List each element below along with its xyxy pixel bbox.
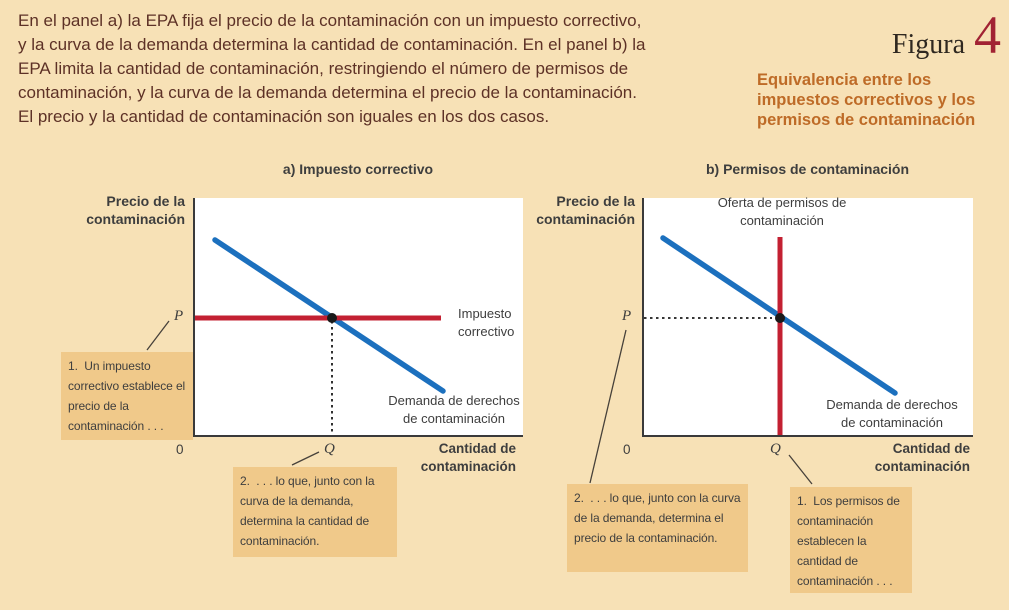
leader-line-b1 — [788, 454, 813, 485]
figure-label: Figura — [891, 29, 965, 60]
panel-a-x-axis-label: Cantidad de contaminación — [420, 441, 516, 474]
panel-a-price-tick: P — [174, 308, 184, 324]
figure-number-block: Figura 4 — [892, 4, 1001, 66]
caption-line: En el panel a) la EPA fija el precio de … — [18, 11, 642, 30]
leader-line-a2 — [291, 451, 320, 466]
panel-b-origin-tick: 0 — [623, 442, 631, 457]
panel-b-x-axis-label: Cantidad de contaminación — [874, 441, 970, 474]
caption-line: El precio y la cantidad de contaminación… — [18, 107, 550, 126]
caption-line: EPA limita la cantidad de contaminación,… — [18, 59, 629, 78]
panel-b-demand-label: Demanda de derechos de contaminación — [826, 397, 958, 430]
panel-b-y-axis-label: Precio de la contaminación — [536, 193, 635, 227]
panel-a-quantity-tick: Q — [324, 441, 335, 457]
panel-a-callout-1: 1. Un impuesto correctivo establece el p… — [61, 352, 193, 440]
panel-a-demand-label: Demanda de derechos de contaminación — [388, 393, 520, 426]
permit-supply-label: Oferta de permisos de contaminación — [717, 195, 847, 228]
leader-line-b2 — [589, 329, 627, 484]
figure-number: 4 — [974, 5, 1001, 65]
figure-title: Equivalencia entre los impuestos correct… — [757, 71, 976, 129]
figure-caption: En el panel a) la EPA fija el precio de … — [18, 9, 646, 129]
panel-b-title: b) Permisos de contaminación — [705, 161, 910, 177]
panel-a-y-axis-label: Precio de la contaminación — [86, 193, 185, 227]
leader-line-a1 — [146, 320, 170, 351]
panel-b-callout-1: 1. Los permisos de contaminación estable… — [790, 487, 912, 593]
caption-line: y la curva de la demanda determina la ca… — [18, 35, 646, 54]
caption-line: contaminación, y la curva de la demanda … — [18, 83, 637, 102]
panel-b-price-tick: P — [622, 308, 632, 324]
panel-a-title: a) Impuesto correctivo — [282, 161, 434, 177]
panel-a-callout-2: 2. . . . lo que, junto con la curva de l… — [233, 467, 397, 557]
panel-b-quantity-tick: Q — [770, 441, 781, 457]
panel-b-callout-2: 2. . . . lo que, junto con la curva de l… — [567, 484, 748, 572]
tax-line-label: Impuesto correctivo — [458, 306, 515, 339]
panel-a-origin-tick: 0 — [176, 442, 184, 457]
